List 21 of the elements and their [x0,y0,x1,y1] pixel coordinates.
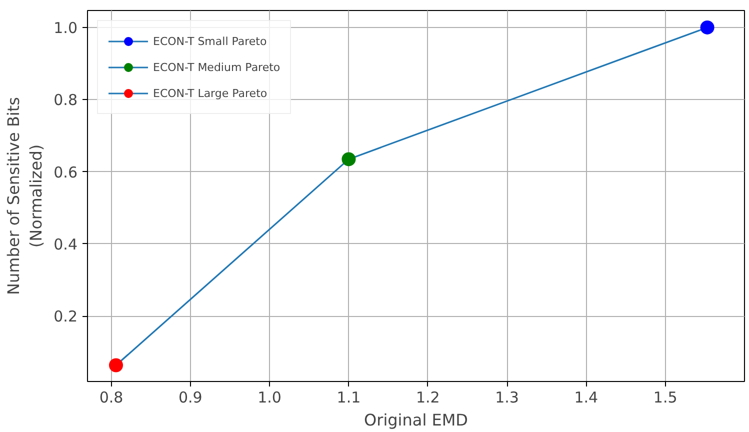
x-tick-label: 1.2 [416,388,440,406]
point [700,20,714,34]
x-tick-label: 1.5 [653,388,678,406]
point [342,152,356,166]
x-tick-label: 0.9 [178,388,202,406]
legend-label: ECON-T Small Pareto [153,34,267,48]
x-tick-label: 1.3 [495,388,519,406]
point [108,358,123,372]
y-tick-label: 0.2 [54,308,78,326]
legend-label: ECON-T Large Pareto [153,86,268,100]
legend-label: ECON-T Medium Pareto [153,60,280,74]
y-tick-label: 0.4 [54,236,78,254]
x-tick-label: 1.4 [574,388,598,406]
x-tick-label: 0.8 [99,388,124,406]
y-tick-label: 0.6 [54,163,78,182]
y-axis-title: Number of Sensitive Bits (Normalized) [4,97,46,295]
y-tick-label: 0.8 [54,91,78,110]
x-axis-title: Original EMD [364,410,468,430]
x-tick-label: 1.0 [258,388,282,406]
y-tick-label: 1.0 [54,18,78,37]
x-tick-label: 1.1 [336,388,361,406]
